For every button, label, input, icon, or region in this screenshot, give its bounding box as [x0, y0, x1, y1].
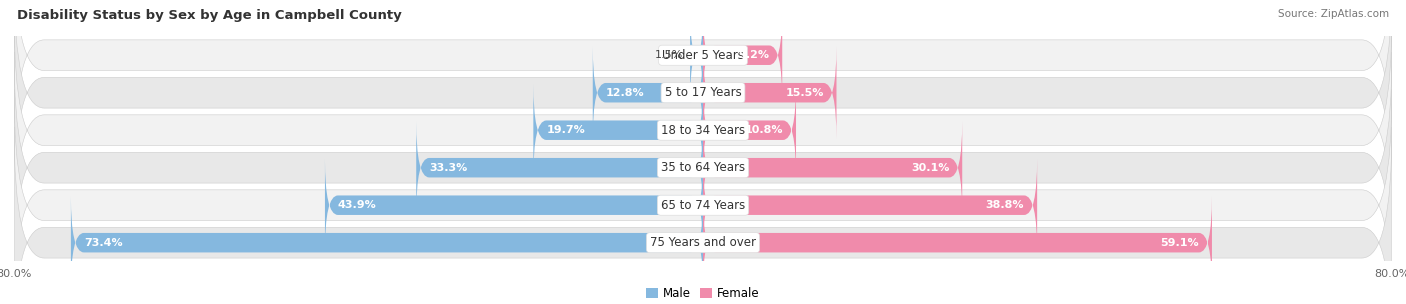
FancyBboxPatch shape	[416, 121, 703, 214]
Text: Disability Status by Sex by Age in Campbell County: Disability Status by Sex by Age in Campb…	[17, 9, 402, 22]
Text: 9.2%: 9.2%	[738, 50, 769, 60]
Text: Under 5 Years: Under 5 Years	[662, 49, 744, 62]
Text: 59.1%: 59.1%	[1160, 238, 1199, 248]
FancyBboxPatch shape	[703, 121, 962, 214]
FancyBboxPatch shape	[325, 159, 703, 252]
FancyBboxPatch shape	[690, 9, 703, 102]
Text: 5 to 17 Years: 5 to 17 Years	[665, 86, 741, 99]
Text: 15.5%: 15.5%	[785, 88, 824, 98]
FancyBboxPatch shape	[703, 46, 837, 139]
Text: 12.8%: 12.8%	[606, 88, 644, 98]
Text: 30.1%: 30.1%	[911, 163, 949, 173]
FancyBboxPatch shape	[703, 196, 1212, 289]
FancyBboxPatch shape	[703, 159, 1038, 252]
FancyBboxPatch shape	[703, 9, 782, 102]
Text: 75 Years and over: 75 Years and over	[650, 236, 756, 249]
FancyBboxPatch shape	[593, 46, 703, 139]
FancyBboxPatch shape	[14, 89, 1392, 304]
Text: 18 to 34 Years: 18 to 34 Years	[661, 124, 745, 137]
FancyBboxPatch shape	[14, 0, 1392, 171]
Text: 73.4%: 73.4%	[84, 238, 122, 248]
FancyBboxPatch shape	[533, 84, 703, 177]
Text: 10.8%: 10.8%	[745, 125, 783, 135]
Text: 33.3%: 33.3%	[429, 163, 467, 173]
Text: 43.9%: 43.9%	[337, 200, 377, 210]
Legend: Male, Female: Male, Female	[641, 283, 765, 304]
FancyBboxPatch shape	[14, 14, 1392, 246]
Text: 19.7%: 19.7%	[547, 125, 585, 135]
FancyBboxPatch shape	[14, 52, 1392, 284]
Text: 65 to 74 Years: 65 to 74 Years	[661, 199, 745, 212]
Text: 1.5%: 1.5%	[655, 50, 683, 60]
FancyBboxPatch shape	[14, 0, 1392, 209]
Text: Source: ZipAtlas.com: Source: ZipAtlas.com	[1278, 9, 1389, 19]
FancyBboxPatch shape	[703, 84, 796, 177]
Text: 38.8%: 38.8%	[986, 200, 1024, 210]
Text: 35 to 64 Years: 35 to 64 Years	[661, 161, 745, 174]
FancyBboxPatch shape	[14, 127, 1392, 304]
FancyBboxPatch shape	[70, 196, 703, 289]
